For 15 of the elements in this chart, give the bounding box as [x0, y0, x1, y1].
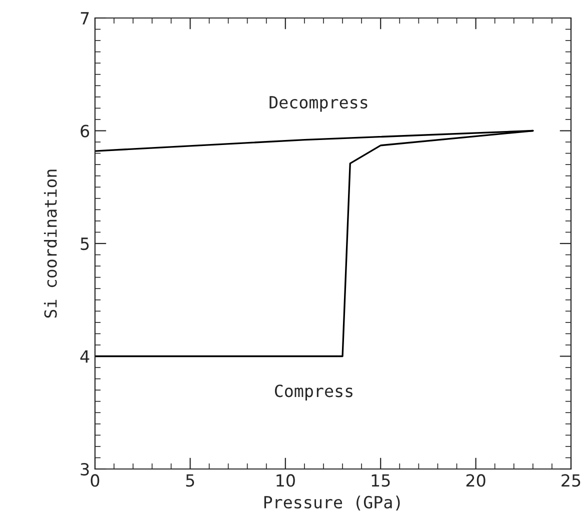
y-tick-label: 6: [80, 124, 90, 138]
x-axis-title: Pressure (GPa): [264, 496, 400, 510]
y-tick-label: 7: [80, 12, 89, 24]
y-tick-label: 4: [80, 350, 90, 363]
y-axis-title: Si coordination: [44, 170, 57, 318]
x-tick-label: 0: [90, 474, 100, 487]
x-tick-label: 20: [466, 474, 486, 487]
y-tick-label: 3: [80, 462, 89, 476]
x-tick-label: 10: [276, 474, 295, 487]
x-tick-label: 5: [186, 474, 194, 487]
x-tick-label: 25: [562, 474, 580, 487]
annotation: Compress: [274, 384, 352, 400]
annotation: Decompress: [270, 96, 368, 112]
x-tick-label: 15: [372, 474, 390, 487]
y-tick-label: 5: [80, 238, 89, 250]
